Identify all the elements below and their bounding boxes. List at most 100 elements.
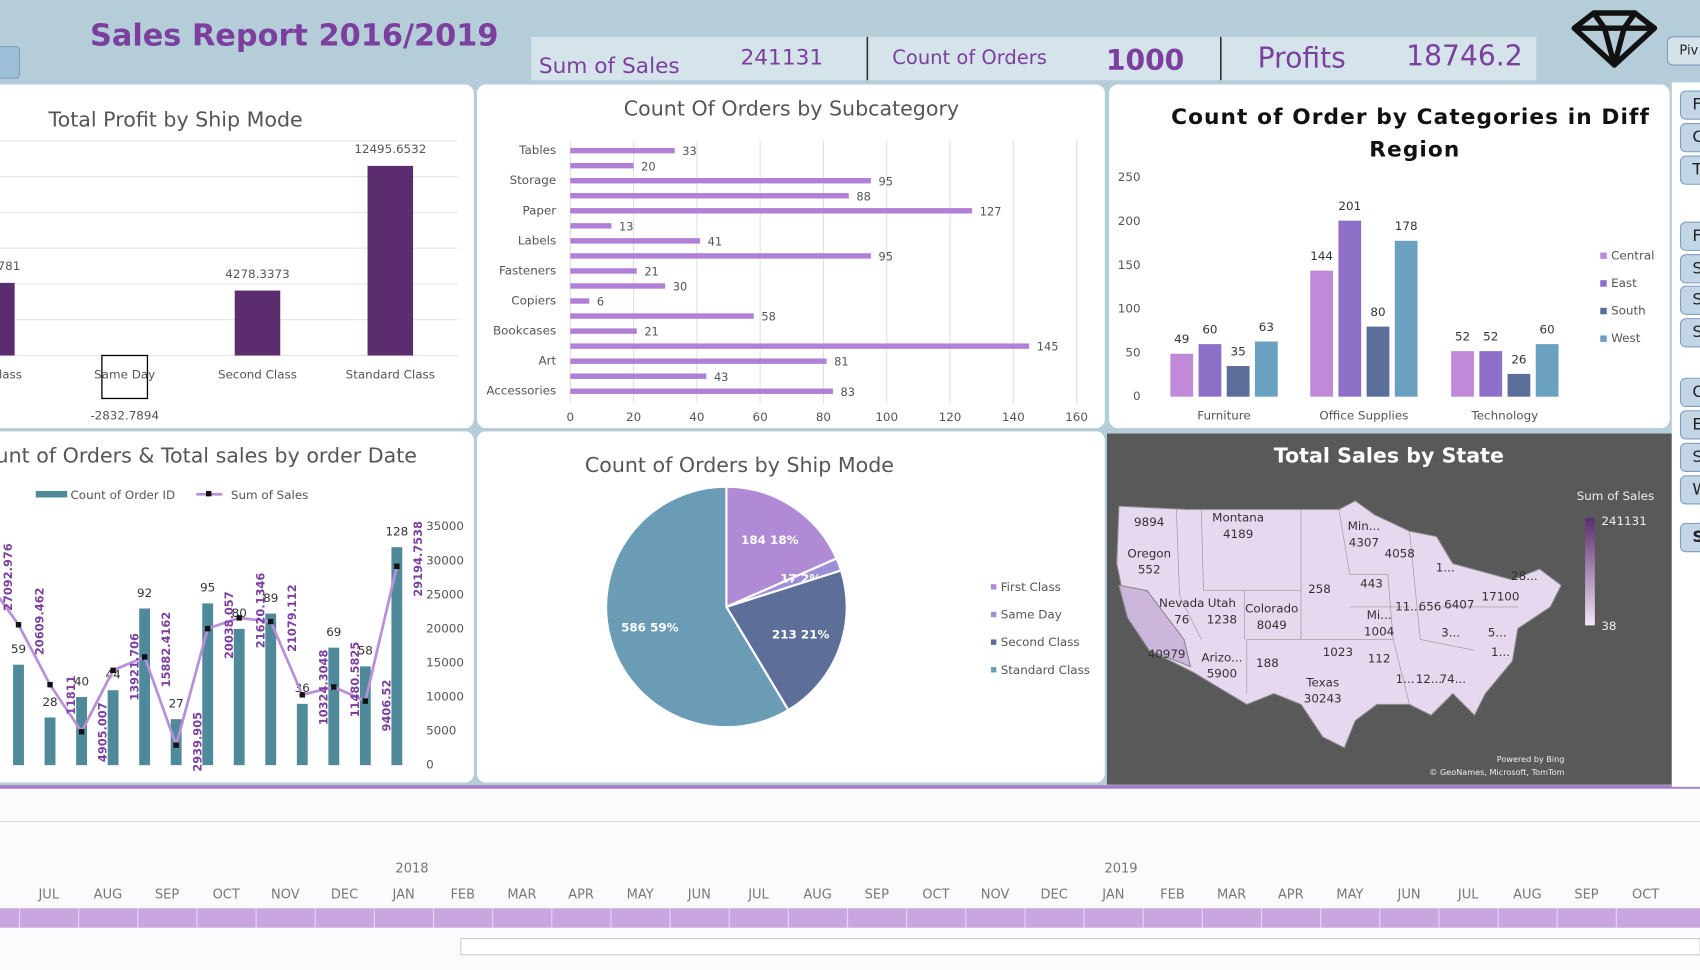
value-label: 21079.112 (285, 584, 299, 652)
value-label: 20038.057 (222, 591, 236, 659)
slicer-button[interactable] (1679, 377, 1700, 407)
bar (1451, 351, 1474, 397)
value-label: 4278.3373 (225, 267, 289, 281)
value-label: 127 (980, 204, 1002, 218)
state-name: Nevada (1159, 596, 1204, 610)
y-tick-label: Art (538, 354, 556, 368)
bar (359, 666, 371, 766)
slicer-button[interactable] (1679, 90, 1700, 120)
bar (0, 282, 15, 356)
value-label: 33 (682, 144, 696, 158)
state-label: 11... (1395, 599, 1422, 613)
value-label: 40 (74, 674, 89, 688)
timeline-bar[interactable] (0, 908, 1700, 928)
value-label: 178 (1395, 219, 1418, 233)
value-label: 6 (597, 295, 604, 309)
legend-label: Sum of Sales (231, 488, 308, 502)
kpi-label: Sum of Sales (539, 54, 680, 79)
slicer-button[interactable] (1679, 285, 1700, 315)
value-label: 21 (644, 325, 658, 339)
state-name: Mi... (1367, 608, 1392, 622)
value-label: 81 (834, 355, 848, 369)
bar (1338, 220, 1362, 397)
x-tick-label: 120 (939, 410, 962, 424)
slicer-button[interactable] (1679, 475, 1700, 505)
timeline-month: SEP (155, 888, 179, 903)
slicer-button[interactable] (1679, 123, 1700, 153)
slicer-button[interactable] (1666, 36, 1700, 66)
slicer-button[interactable] (1679, 318, 1700, 348)
bar (1226, 366, 1250, 397)
bar (570, 373, 707, 379)
value-label: 26 (1511, 352, 1526, 366)
slicer-button[interactable] (1679, 155, 1700, 185)
y-tick-label: 0 (1133, 389, 1141, 403)
timeline-year: 2018 (395, 862, 428, 877)
bar (1366, 326, 1390, 397)
timeline-month: MAY (627, 888, 654, 903)
state-value: 443 (1360, 577, 1383, 591)
line-marker (236, 615, 242, 621)
timeline-month: AUG (803, 888, 831, 903)
y-tick-label: 100 (1118, 302, 1141, 316)
value-label: 63 (1259, 320, 1274, 334)
state-label: 28... (1511, 569, 1538, 583)
slicer-label: F (1692, 95, 1700, 114)
x-tick-label: 0 (566, 410, 574, 424)
bar (1198, 344, 1222, 397)
bar (107, 690, 119, 766)
value-label: 95 (878, 174, 892, 188)
y2-tick-label: 20000 (426, 621, 464, 635)
slicer-button[interactable] (1679, 442, 1700, 472)
pie-label: 184 18% (741, 533, 799, 547)
x-tick-label: 20 (626, 410, 641, 424)
value-label: 28 (42, 695, 57, 709)
map-legend-title: Sum of Sales (1577, 489, 1654, 503)
map-legend-max: 241131 (1601, 514, 1646, 528)
header-button[interactable] (0, 46, 21, 79)
state-name: Min... (1348, 519, 1380, 533)
kpi-label: Count of Orders (892, 46, 1047, 69)
kpi-value: 1000 (1106, 44, 1184, 77)
legend-label: First Class (1001, 580, 1061, 594)
map-legend-scale (1585, 518, 1595, 626)
slicer-button[interactable] (1679, 410, 1700, 440)
state-value: 1023 (1323, 645, 1353, 659)
value-label: 11480.5825 (348, 642, 362, 718)
state-name: Utah (1208, 596, 1236, 610)
line-marker (47, 681, 53, 688)
state-value: 112 (1368, 651, 1391, 665)
chart-title: Count of Orders by Ship Mode (585, 453, 894, 477)
timeline-month: JUL (747, 888, 769, 903)
legend-label: South (1611, 304, 1646, 318)
state-value: 188 (1256, 656, 1279, 670)
legend-label: East (1611, 276, 1637, 290)
timeline-scrollbar[interactable] (460, 938, 1700, 956)
bar (202, 603, 214, 766)
value-label: 80 (1370, 305, 1385, 319)
value-label: 15882.4162 (159, 612, 173, 688)
value-label: 41 (708, 234, 722, 248)
map-title: Total Sales by State (1274, 443, 1504, 467)
bar (44, 717, 56, 766)
state-value: 4307 (1349, 535, 1379, 549)
y2-tick-label: 35000 (426, 519, 464, 533)
pie-label: 213 21% (772, 627, 830, 641)
y-tick-label: Labels (518, 233, 556, 247)
bar (570, 147, 675, 154)
us-map-dark (1118, 584, 1192, 668)
y2-tick-label: 30000 (426, 553, 464, 567)
legend-label: Second Class (1001, 635, 1080, 649)
slicer-button[interactable] (1679, 254, 1700, 284)
value-label: 27092.976 (1, 543, 15, 611)
timeline-month: DEC (331, 888, 358, 903)
x-tick-label: Standard Class (346, 367, 435, 381)
slicer-button[interactable] (1679, 221, 1700, 251)
value-label: 88 (856, 189, 870, 203)
legend-marker (205, 490, 212, 497)
state-label: 5... (1488, 625, 1507, 639)
legend-swatch (990, 584, 997, 590)
map-credit: Powered by Bing (1497, 754, 1565, 764)
slicer-button[interactable] (1679, 522, 1700, 553)
